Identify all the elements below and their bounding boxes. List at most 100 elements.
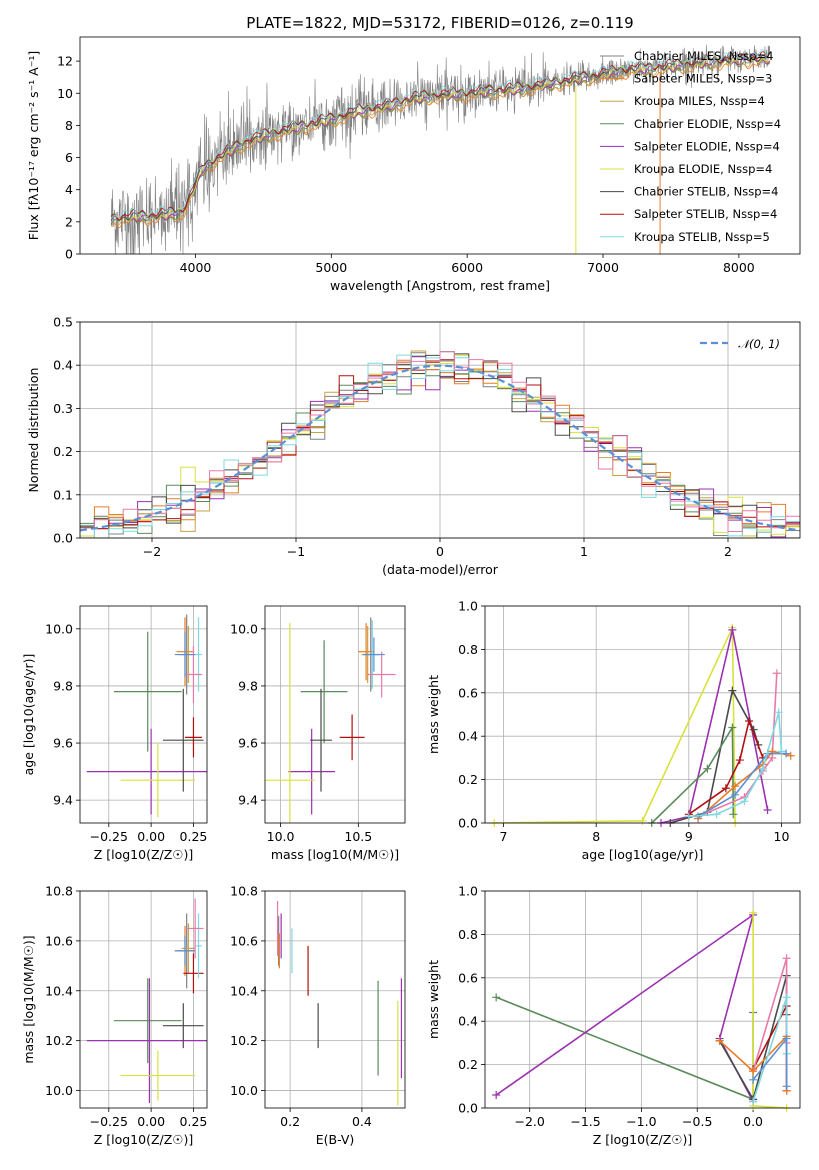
mass-weight-marker [728, 723, 737, 732]
model-spectrum [110, 51, 771, 221]
mass-weight-marker [758, 764, 767, 773]
y-tick-label: 9.6 [238, 736, 258, 751]
mass-weight-marker [729, 810, 738, 819]
mass-weight-line [495, 912, 755, 1102]
spectrum-axes: 4000 5000 6000 7000 8000 0 2 4 6 8 10 12 wavelength … [26, 44, 771, 293]
mass-weight-marker [721, 784, 730, 793]
x-tick-label: −2 [143, 544, 161, 559]
mass-weight-vs-age-axes: 7 8 9 10 0.0 0.2 0.4 0.6 0.8 1.0 age [log10(age/yr… [426, 599, 800, 862]
y-tick-label: 0.8 [458, 642, 478, 657]
mass-weight-marker [638, 816, 647, 825]
y-tick-label: 0.4 [458, 729, 478, 744]
legend-label: 𝒩(0, 1) [738, 337, 780, 351]
legend-label: Chabrier STELIB, Nssp=4 [634, 185, 778, 199]
legend-label: Chabrier MILES, Nssp=4 [634, 49, 773, 63]
x-tick-label: −1.5 [570, 1114, 600, 1129]
mass-weight-vs-age-frame [484, 605, 801, 824]
mass-weight-marker [777, 747, 786, 756]
mass-vs-EBV-frame [264, 890, 406, 1109]
model-spectrum [110, 58, 771, 229]
x-tick-label: 0 [436, 544, 444, 559]
x-tick-label: −0.25 [90, 829, 128, 844]
x-tick-label: −1.0 [626, 1114, 656, 1129]
y-tick-label: 0.6 [458, 685, 478, 700]
x-tick-label: 8000 [723, 260, 755, 275]
mass-weight-marker [731, 790, 740, 799]
mass-weight-line [660, 629, 769, 823]
mass-weight-marker [749, 1075, 758, 1084]
x-tick-label: 7 [500, 829, 508, 844]
observed-spectrum [110, 44, 771, 254]
legend-label: Kroupa ELODIE, Nssp=4 [634, 162, 772, 176]
y-tick-label: 9.6 [53, 736, 73, 751]
mass-weight-marker [782, 1034, 791, 1043]
y-tick-label: 12 [57, 54, 73, 69]
y-tick-label: 10.8 [45, 884, 73, 899]
y-tick-label: 10.6 [45, 933, 73, 948]
mass-weight-marker [786, 751, 795, 760]
mass-weight-marker [740, 797, 749, 806]
y-tick-label: 9.8 [53, 678, 73, 693]
age-vs-mass-frame [264, 605, 406, 824]
x-tick-label: 9 [685, 829, 693, 844]
residual-histogram [80, 351, 800, 532]
x-tick-label: 0.4 [352, 1114, 372, 1129]
y-tick-label: 1.0 [458, 599, 478, 614]
y-tick-label: 0.2 [53, 444, 73, 459]
y-axis-label: mass [log10(M/M☉)] [21, 935, 36, 1063]
chart-layer: 4000 5000 6000 7000 8000024681012wavelength … [21, 36, 801, 1147]
x-axis-label: Z [log10(Z/Z☉)] [94, 1132, 194, 1147]
y-tick-label: 0.2 [458, 1057, 478, 1072]
mass-weight-marker [772, 669, 781, 678]
x-tick-label: 1 [580, 544, 588, 559]
age-vs-Z-frame [79, 605, 208, 824]
y-axis-label: Normed distribution [26, 368, 41, 493]
mass-weight-line [688, 712, 783, 818]
y-tick-label: 0.0 [53, 531, 73, 546]
y-tick-label: 0.4 [53, 358, 73, 373]
y-tick-label: 0.1 [53, 487, 73, 502]
x-tick-label: 0.00 [137, 1114, 165, 1129]
y-tick-label: 10.0 [230, 1083, 258, 1098]
y-tick-label: 0.2 [458, 772, 478, 787]
y-tick-label: 0 [65, 247, 73, 262]
mass-weight-marker [749, 908, 758, 917]
mass-weight-marker [712, 810, 721, 819]
x-tick-label: −2.0 [515, 1114, 545, 1129]
x-tick-label: 0.0 [743, 1114, 763, 1129]
spectrum-legend: Chabrier MILES, Nssp=4 Salpeter MILES, Ns… [600, 49, 781, 244]
residual-legend: 𝒩(0, 1) [700, 337, 780, 351]
legend-label: Kroupa STELIB, Nssp=5 [634, 230, 770, 244]
x-axis-label: (data-model)/error [382, 562, 499, 577]
y-tick-label: 10.2 [230, 1033, 258, 1048]
mass-weight-line [697, 752, 787, 818]
mass-weight-marker [749, 1067, 758, 1076]
age-vs-Z-axes: −0.25 0.00 0.25 9.4 9.6 9.8 10.0 Z [log10(Z/Z☉)… [21, 606, 208, 862]
mass-weight-marker [763, 805, 772, 814]
y-tick-label: 0.0 [458, 1101, 478, 1116]
x-tick-label: 7000 [587, 260, 619, 275]
legend-label: Kroupa MILES, Nssp=4 [634, 94, 765, 108]
mass-weight-marker [745, 717, 754, 726]
y-tick-label: 10.0 [45, 1083, 73, 1098]
y-tick-label: 10.4 [45, 983, 73, 998]
x-tick-label: −0.5 [682, 1114, 712, 1129]
y-tick-label: 9.4 [238, 793, 258, 808]
mass-weight-vs-Z-frame [484, 890, 801, 1109]
y-tick-label: 10.2 [45, 1033, 73, 1048]
age-vs-mass-axes: 10.0 10.5 9.4 9.6 9.8 10.0 mass [log10(M/M☉)] [230, 606, 405, 862]
x-axis-label: E(B-V) [316, 1132, 355, 1147]
normal-curve [80, 364, 800, 532]
x-axis-label: age [log10(age/yr)] [582, 847, 704, 862]
mass-weight-marker [703, 764, 712, 773]
legend-label: Chabrier ELODIE, Nssp=4 [634, 117, 781, 131]
x-tick-label: 0.25 [180, 829, 208, 844]
y-tick-label: 0.5 [53, 315, 73, 330]
model-spectrum [110, 53, 771, 221]
legend-label: Salpeter MILES, Nssp=3 [634, 72, 772, 86]
x-tick-label: 6000 [451, 260, 483, 275]
y-tick-label: 10.6 [230, 933, 258, 948]
x-axis-label: mass [log10(M/M☉)] [271, 847, 399, 862]
x-tick-label: 10.5 [344, 829, 372, 844]
y-tick-label: 1.0 [458, 884, 478, 899]
